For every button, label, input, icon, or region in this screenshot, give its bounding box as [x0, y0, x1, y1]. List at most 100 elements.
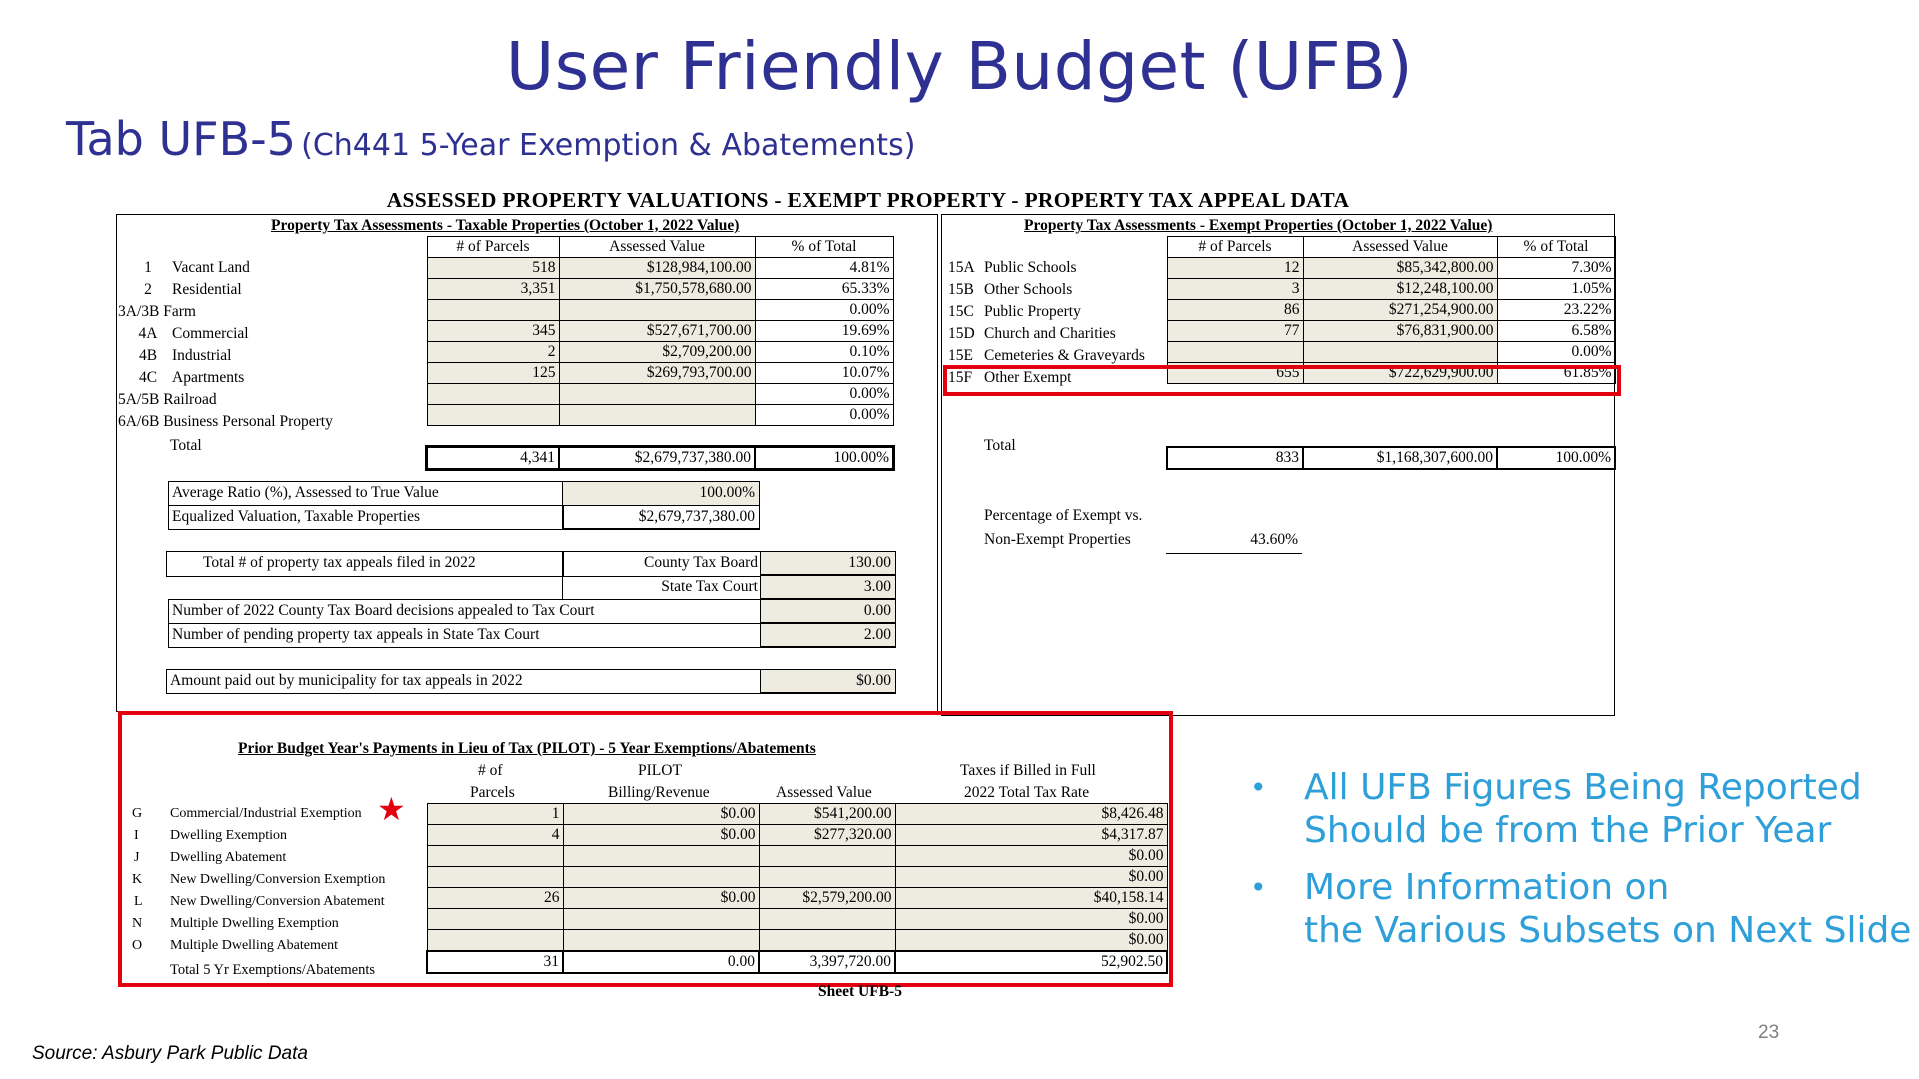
table-row: 86 $271,254,900.00 23.22% [1166, 299, 1616, 321]
row-code: 6A/6B [118, 413, 160, 430]
subtitle-tab: Tab UFB-5 [66, 112, 297, 166]
pilot-col-taxes-2: 2022 Total Tax Rate [964, 784, 1090, 801]
bullet-dot-icon: • [1250, 771, 1267, 804]
taxable-table: # of Parcels Assessed Value % of Total 5… [425, 236, 895, 471]
list-item: 15D Church and Charities [948, 325, 1116, 343]
pilot-total-label: Total 5 Yr Exemptions/Abatements [170, 962, 376, 978]
cell: 0.00 [562, 950, 760, 974]
taxable-header-row: # of Parcels Assessed Value % of Total [426, 236, 894, 258]
appeals-label: Total # of property tax appeals filed in… [166, 551, 564, 577]
list-item: 15B Other Schools [948, 281, 1072, 299]
cell: $2,679,737,380.00 [558, 445, 756, 470]
table-row: 0.00% [1166, 341, 1616, 363]
cell [758, 866, 896, 888]
list-item: 15E Cemeteries & Graveyards [948, 347, 1145, 365]
cell [426, 929, 564, 952]
row-code: K [132, 872, 143, 887]
taxable-total-row: 4,341 $2,679,737,380.00 100.00% [425, 444, 895, 471]
list-item: 3A/3B Farm [118, 303, 196, 321]
cell: 0.10% [754, 341, 894, 363]
bullet-text: All UFB Figures Being Reported [1304, 767, 1862, 808]
cell: 4 [426, 824, 564, 846]
county-board-label: County Tax Board [562, 551, 762, 577]
cell [562, 908, 760, 930]
exempt-total-label: Total [984, 437, 1016, 454]
row-label: Industrial [172, 347, 232, 364]
table-row: 518 $128,984,100.00 4.81% [426, 257, 894, 279]
row-code: 15E [948, 347, 973, 364]
table-row: $0.00 [426, 866, 1168, 888]
pilot-col-parcels-1: # of [478, 762, 503, 779]
row-label: Multiple Dwelling Exemption [170, 916, 339, 931]
cell: $2,709,200.00 [558, 341, 756, 363]
pilot-col-pilot-2: Billing/Revenue [608, 784, 710, 801]
exempt-title: Property Tax Assessments - Exempt Proper… [1024, 217, 1493, 234]
list-item: I Dwelling Exemption [134, 828, 287, 844]
exempt-table: # of Parcels Assessed Value % of Total 1… [1166, 236, 1616, 470]
bullet-list: • All UFB Figures Being Reported Should … [1250, 766, 1911, 966]
pilot-col-pilot-1: PILOT [638, 762, 682, 779]
cell: 65.33% [754, 278, 894, 300]
table-row: $0.00 [426, 908, 1168, 930]
cell [562, 929, 760, 952]
cell: $271,254,900.00 [1302, 299, 1498, 321]
pilot-table: 1 $0.00 $541,200.00 $8,426.48 4 $0.00 $277,32… [426, 803, 1168, 974]
pilot-col-taxes-1: Taxes if Billed in Full [960, 762, 1096, 779]
cell [562, 866, 760, 888]
cell: 31 [426, 950, 564, 974]
cell: 52,902.50 [894, 950, 1168, 974]
decisions-label: Number of 2022 County Tax Board decision… [168, 599, 762, 624]
paid-value: $0.00 [760, 669, 896, 694]
cell: $76,831,900.00 [1302, 320, 1498, 342]
cell: 345 [426, 320, 560, 342]
red-star-icon: ★ [377, 790, 406, 828]
row-code: 4A [138, 325, 158, 342]
cell: 0.00% [754, 383, 894, 405]
cell: 7.30% [1496, 257, 1616, 279]
state-court-label: State Tax Court [562, 576, 762, 600]
cell [758, 908, 896, 930]
row-label: Residential [172, 281, 242, 298]
cell: 3 [1166, 278, 1304, 300]
cell: 77 [1166, 320, 1304, 342]
row-label: Commercial/Industrial Exemption [170, 806, 362, 821]
avg-ratio-value: 100.00% [562, 481, 760, 506]
list-item: J Dwelling Abatement [134, 850, 286, 866]
cell [426, 299, 560, 321]
col-parcels: # of Parcels [426, 236, 560, 258]
subtitle-description: (Ch441 5-Year Exemption & Abatements) [301, 128, 916, 163]
equalized-value: $2,679,737,380.00 [562, 505, 760, 530]
row-label: Business Personal Property [163, 413, 333, 430]
table-row: 26 $0.00 $2,579,200.00 $40,158.14 [426, 887, 1168, 909]
bullet-text: Should be from the Prior Year [1304, 810, 1832, 851]
list-item: K New Dwelling/Conversion Exemption [132, 872, 385, 888]
exempt-pct-label-1: Percentage of Exempt vs. [984, 507, 1143, 524]
row-label: Railroad [163, 391, 217, 408]
row-label: Multiple Dwelling Abatement [170, 938, 338, 953]
cell: 2 [426, 341, 560, 363]
table-row: 3 $12,248,100.00 1.05% [1166, 278, 1616, 300]
exempt-pct-label-2: Non-Exempt Properties [984, 531, 1131, 548]
cell: 0.00% [1496, 341, 1616, 363]
pilot-title: Prior Budget Year's Payments in Lieu of … [238, 740, 816, 757]
table-row: $0.00 [426, 845, 1168, 867]
row-code: 5A/5B [118, 391, 160, 408]
row-label: Public Schools [984, 259, 1077, 276]
list-item: 4A Commercial [124, 325, 249, 343]
row-code: 1 [144, 259, 152, 276]
list-item: 1 Vacant Land [124, 259, 250, 277]
row-code: 15A [948, 259, 975, 276]
table-row [1167, 426, 1615, 447]
sheet-footer: Sheet UFB-5 [818, 983, 902, 1000]
list-item: N Multiple Dwelling Exemption [132, 916, 339, 932]
table-row [427, 426, 893, 447]
row-label: New Dwelling/Conversion Abatement [170, 894, 385, 909]
row-label: New Dwelling/Conversion Exemption [170, 872, 386, 887]
cell: 4.81% [754, 257, 894, 279]
row-code: 15B [948, 281, 974, 298]
cell: $40,158.14 [894, 887, 1168, 909]
cell: 10.07% [754, 362, 894, 384]
row-label: Other Schools [984, 281, 1073, 298]
cell [426, 908, 564, 930]
cell [426, 383, 560, 405]
